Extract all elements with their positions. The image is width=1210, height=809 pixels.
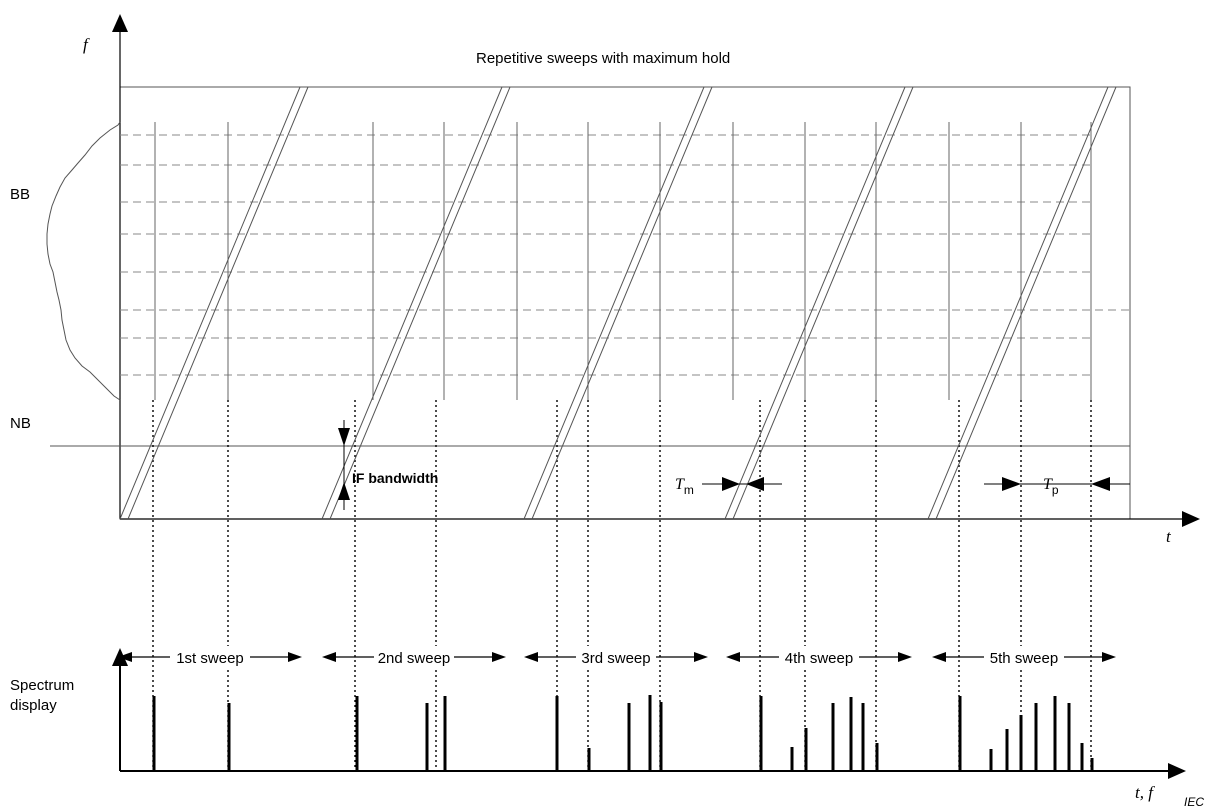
sweep-label: 3rd sweep xyxy=(581,650,650,667)
f-axis-label: f xyxy=(83,35,90,54)
sweep-label: 2nd sweep xyxy=(378,650,451,667)
bb-envelope-curve xyxy=(46,121,121,401)
iec-label: IEC xyxy=(1184,795,1204,809)
spectrum-amplitude-arrowhead xyxy=(112,648,128,666)
if-bandwidth-label: IF bandwidth xyxy=(352,470,438,486)
tp-marker xyxy=(984,477,1130,491)
spectrum-label-line2: display xyxy=(10,697,57,714)
diagram-title: Repetitive sweeps with maximum hold xyxy=(476,50,730,67)
signal-time-markers xyxy=(154,122,1092,400)
tm-label: Tm xyxy=(675,476,694,497)
bb-label: BB xyxy=(10,186,30,203)
sweep-range-2: 2nd sweep xyxy=(322,646,506,668)
sweep-edge xyxy=(935,86,1117,520)
sweep-range-3: 3rd sweep xyxy=(524,646,708,668)
tp-label: Tp xyxy=(1043,476,1059,497)
sweep-edge xyxy=(531,86,713,520)
sweep-range-arrows: 1st sweep 2nd sweep 3rd sweep 4th sweep 5th … xyxy=(118,646,1116,668)
f-axis-arrowhead xyxy=(112,14,128,32)
sweep-edge xyxy=(329,86,511,520)
sweep-edge xyxy=(127,86,309,520)
sweep-label: 1st sweep xyxy=(176,650,244,667)
t-axis-arrowhead xyxy=(1182,511,1200,527)
t-f-axis-label: t, f xyxy=(1135,783,1155,802)
spectrum-label-line1: Spectrum xyxy=(10,677,74,694)
spectral-component-levels xyxy=(120,134,1130,376)
sweep-edge xyxy=(321,86,503,520)
sweep-edge xyxy=(732,86,914,520)
spectrum-bars xyxy=(152,695,1094,771)
sweep-range-4: 4th sweep xyxy=(726,646,912,668)
sweep-edge xyxy=(119,86,301,520)
tm-marker xyxy=(702,477,782,491)
spectrum-frequency-arrowhead xyxy=(1168,763,1186,779)
nb-label: NB xyxy=(10,415,31,432)
sweep-label: 4th sweep xyxy=(785,650,853,667)
if-bandwidth-marker xyxy=(338,420,350,510)
sweep-lines xyxy=(119,86,1117,520)
sweep-range-1: 1st sweep xyxy=(118,646,302,668)
sweep-label: 5th sweep xyxy=(990,650,1058,667)
sweep-edge xyxy=(927,86,1109,520)
sweep-edge xyxy=(523,86,705,520)
sweep-range-5: 5th sweep xyxy=(932,646,1116,668)
sweep-edge xyxy=(724,86,906,520)
t-axis-label: t xyxy=(1166,527,1172,546)
diagram-frame xyxy=(119,86,1131,520)
projection-lines xyxy=(152,400,1092,771)
